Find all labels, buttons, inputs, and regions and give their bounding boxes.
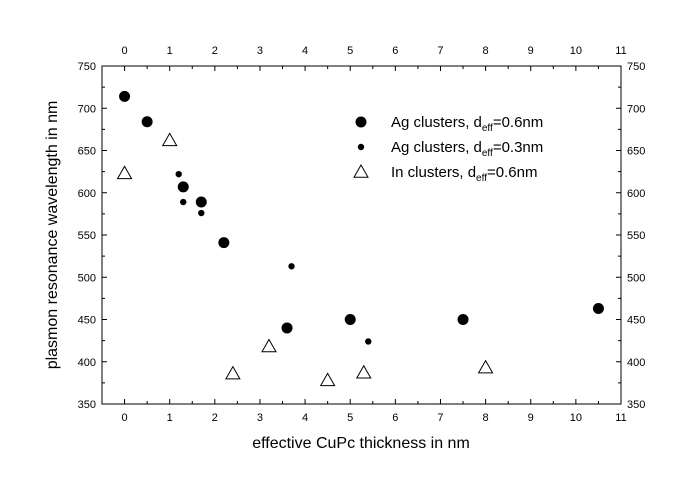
y-tick-label-right: 700 — [627, 103, 645, 115]
x-tick-label-bottom: 1 — [167, 412, 173, 424]
y-tick-label-left: 750 — [78, 61, 96, 73]
series-3-point — [355, 364, 372, 379]
series-2-point — [198, 209, 205, 217]
y-tick-label-right: 750 — [627, 61, 645, 73]
legend-label-prefix: In clusters, d — [391, 164, 476, 181]
series-3-point — [261, 338, 277, 353]
x-tick-label-bottom: 6 — [392, 412, 398, 424]
legend-label-2: Ag clusters, deff=0.3nm — [391, 139, 543, 159]
y-tick-label-left: 550 — [78, 230, 96, 242]
x-axis-title: effective CuPc thickness in nm — [252, 435, 470, 452]
series-3-point — [116, 165, 133, 180]
y-tick-label-left: 350 — [78, 399, 96, 411]
series-3-point — [225, 365, 241, 380]
series-3-point — [477, 359, 494, 374]
x-tick-label-bottom: 8 — [483, 412, 489, 424]
x-tick-label-bottom: 5 — [347, 412, 353, 424]
axis-ticks — [101, 65, 622, 405]
y-tick-label-right: 350 — [627, 399, 645, 411]
series-1-point — [119, 90, 131, 102]
x-tick-label-bottom: 10 — [570, 412, 582, 424]
series-2-point — [180, 198, 187, 206]
legend-marker-1 — [355, 116, 367, 128]
series-3-point — [319, 372, 336, 387]
series-1-point — [141, 116, 153, 128]
series-3-point — [161, 132, 178, 147]
x-tick-label-top: 1 — [167, 45, 173, 57]
x-tick-label-bottom: 11 — [615, 412, 626, 424]
x-tick-label-bottom: 7 — [437, 412, 443, 424]
x-tick-label-bottom: 4 — [302, 412, 308, 424]
series-2-point — [175, 170, 182, 178]
y-tick-label-right: 400 — [627, 357, 645, 369]
y-tick-label-left: 650 — [78, 146, 96, 158]
x-tick-label-top: 3 — [257, 45, 263, 57]
series-1-point — [281, 322, 293, 334]
series-1-point — [195, 196, 207, 208]
legend-label-subscript: eff — [482, 123, 493, 134]
x-tick-label-bottom: 0 — [122, 412, 128, 424]
series-1-point — [218, 237, 230, 249]
x-tick-label-top: 9 — [528, 45, 534, 57]
y-tick-label-right: 550 — [627, 230, 645, 242]
y-axis-title: plasmon resonance wavelength in nm — [44, 101, 61, 370]
legend-label-1: Ag clusters, deff=0.6nm — [391, 114, 543, 134]
y-tick-label-left: 700 — [78, 103, 96, 115]
y-tick-label-right: 600 — [627, 188, 645, 200]
legend-marker-2 — [357, 143, 365, 151]
series-1-point — [592, 303, 604, 315]
legend-label-suffix: =0.6nm — [493, 114, 543, 131]
x-tick-label-top: 6 — [392, 45, 398, 57]
x-tick-label-top: 4 — [302, 45, 308, 57]
x-tick-label-top: 5 — [347, 45, 353, 57]
legend-label-3: In clusters, deff=0.6nm — [391, 164, 537, 184]
series-1-point — [177, 181, 189, 193]
legend-label-prefix: Ag clusters, d — [391, 139, 482, 156]
x-tick-label-bottom: 2 — [212, 412, 218, 424]
x-tick-label-top: 11 — [615, 45, 626, 57]
y-tick-label-left: 400 — [78, 357, 96, 369]
x-tick-label-bottom: 9 — [528, 412, 534, 424]
legend-label-prefix: Ag clusters, d — [391, 114, 482, 131]
legend-label-subscript: eff — [482, 148, 493, 159]
legend-label-subscript: eff — [476, 173, 487, 184]
x-tick-label-top: 8 — [483, 45, 489, 57]
series-2-point — [365, 338, 372, 345]
y-tick-label-right: 650 — [627, 146, 645, 158]
x-tick-label-bottom: 3 — [257, 412, 263, 424]
y-tick-label-left: 500 — [78, 272, 96, 284]
x-tick-label-top: 10 — [570, 45, 582, 57]
data-points — [116, 90, 604, 387]
legend-label-suffix: =0.6nm — [487, 164, 537, 181]
series-2-point — [288, 263, 295, 270]
y-tick-label-left: 600 — [78, 188, 96, 200]
y-tick-label-left: 450 — [78, 315, 96, 327]
x-tick-label-top: 7 — [437, 45, 443, 57]
x-tick-label-top: 0 — [122, 45, 128, 57]
y-tick-label-right: 500 — [627, 272, 645, 284]
y-tick-label-right: 450 — [627, 315, 645, 327]
legend-label-suffix: =0.3nm — [493, 139, 543, 156]
series-1-point — [344, 314, 356, 325]
x-tick-label-top: 2 — [212, 45, 218, 57]
series-1-point — [457, 314, 469, 325]
legend-marker-3 — [353, 163, 369, 178]
